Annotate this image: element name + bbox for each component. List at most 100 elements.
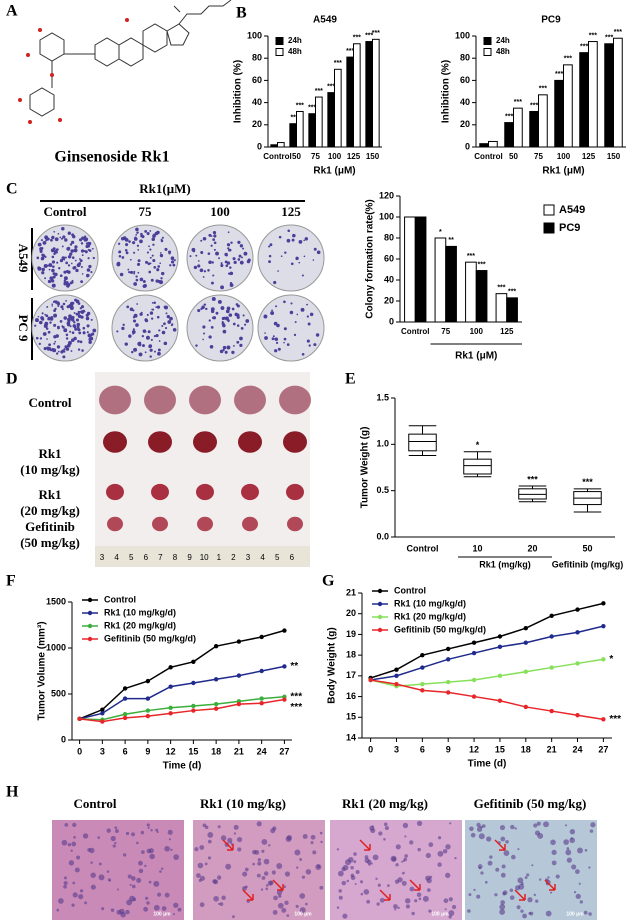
colony (210, 325, 214, 329)
point (549, 613, 554, 618)
nucleus (409, 840, 414, 845)
colony (65, 347, 70, 351)
colony (286, 343, 290, 347)
colony (117, 242, 121, 245)
point (191, 659, 196, 664)
tumor (193, 431, 217, 453)
x-tick-label: 6 (123, 746, 128, 756)
colony (240, 326, 244, 330)
x-tick-label: 15 (495, 744, 505, 754)
legend-marker (87, 610, 93, 616)
nucleus (131, 832, 136, 837)
nucleus (153, 880, 160, 887)
nucleus (551, 849, 557, 856)
colony (228, 248, 232, 252)
colony (189, 255, 192, 258)
point (549, 708, 554, 714)
nucleus (545, 910, 552, 917)
nucleus (401, 880, 407, 886)
colony (60, 237, 64, 240)
colony (124, 248, 128, 252)
significance: *** (580, 43, 588, 50)
bar (346, 56, 355, 148)
nucleus (207, 839, 212, 844)
colony (133, 347, 138, 352)
point (168, 705, 173, 710)
colony (61, 245, 64, 248)
point (446, 679, 451, 685)
nucleus (261, 849, 265, 853)
colony (226, 243, 231, 247)
colony (81, 273, 84, 275)
significance: *** (315, 88, 323, 95)
ruler-label: 8 (173, 553, 178, 562)
colony (78, 331, 82, 335)
nucleus (353, 860, 357, 864)
x-tick-label: 100 (470, 327, 484, 336)
nucleus (157, 892, 162, 897)
significance: *** (508, 289, 516, 296)
x-tick-label: 0 (368, 744, 373, 754)
colony (197, 308, 201, 313)
bar (554, 79, 564, 148)
colony (66, 323, 71, 327)
nucleus (285, 836, 292, 842)
colony (48, 343, 52, 347)
nucleus (72, 892, 78, 898)
colony (170, 256, 175, 261)
nucleus (383, 822, 388, 827)
colony (193, 265, 198, 270)
colony (52, 265, 55, 268)
nucleus (569, 837, 576, 844)
tumor (241, 483, 259, 501)
colony (71, 256, 75, 259)
colony (46, 338, 48, 340)
point (122, 712, 128, 717)
nucleus (129, 883, 132, 886)
colony (283, 327, 287, 331)
nucleus (232, 915, 235, 919)
colony (298, 240, 303, 244)
y-tick-label: 20 (252, 119, 262, 129)
colony (219, 349, 224, 354)
point (420, 681, 425, 687)
nucleus (417, 847, 421, 852)
legend-label: 24h (496, 36, 510, 45)
colony (296, 313, 299, 316)
nucleus (341, 880, 347, 886)
colony (37, 266, 41, 270)
nucleus (482, 824, 486, 828)
colony (86, 273, 90, 278)
nucleus (550, 839, 556, 846)
nucleus (526, 873, 530, 877)
colony (295, 256, 299, 261)
colony (135, 275, 138, 278)
colony (146, 231, 150, 236)
colony (53, 335, 56, 338)
colony (222, 345, 227, 350)
colony (53, 300, 56, 302)
colony (65, 333, 69, 337)
colony (277, 347, 281, 351)
point (420, 665, 425, 670)
nucleus (122, 853, 127, 857)
nucleus (505, 840, 509, 844)
scale-bar-label: 100 μm (431, 911, 449, 917)
colony (74, 259, 77, 262)
significance: *** (527, 474, 538, 484)
colony (197, 264, 201, 268)
x-axis-label: Rk1 (μM) (455, 351, 497, 362)
nucleus (478, 866, 482, 870)
colony (65, 337, 69, 340)
nucleus (221, 895, 226, 900)
nucleus (213, 895, 219, 902)
colony (80, 310, 85, 314)
line (79, 665, 285, 720)
colony (145, 260, 149, 264)
point (213, 701, 219, 707)
colony (199, 268, 204, 273)
group-label: Rk1 (38, 446, 61, 461)
colony (48, 268, 51, 271)
arrow (272, 879, 284, 891)
x-tick-label: 12 (166, 746, 176, 756)
